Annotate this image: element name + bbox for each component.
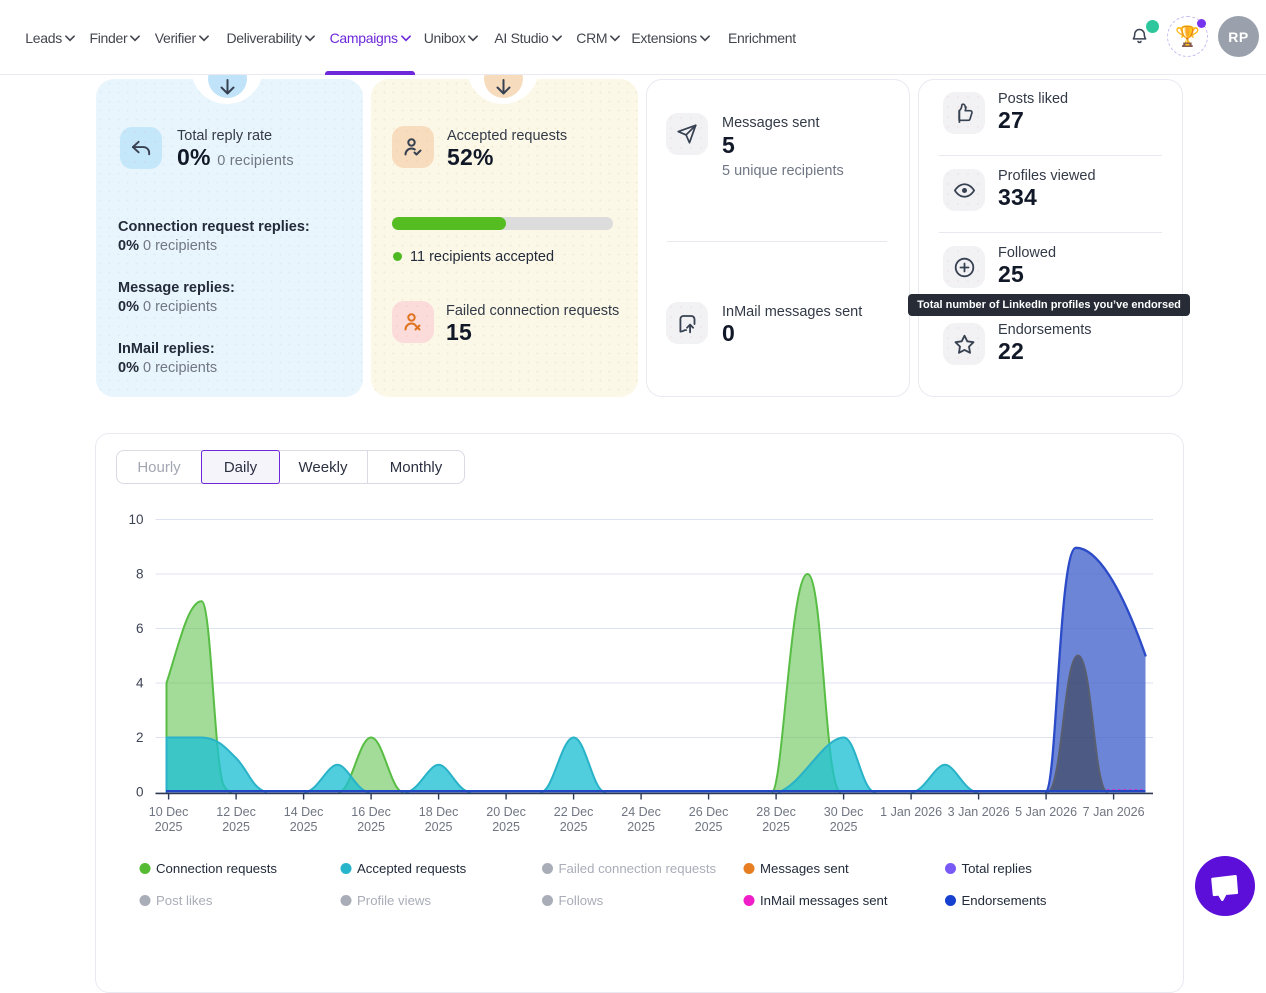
svg-text:10 Dec: 10 Dec [149,805,189,819]
svg-text:Post likes: Post likes [156,893,213,908]
svg-text:6: 6 [136,621,144,636]
svg-text:2025: 2025 [492,820,520,834]
svg-text:2025: 2025 [425,820,453,834]
svg-text:3 Jan 2026: 3 Jan 2026 [948,805,1010,819]
svg-text:2025: 2025 [830,820,858,834]
svg-text:4: 4 [136,676,144,691]
svg-text:2025: 2025 [695,820,723,834]
svg-text:Endorsements: Endorsements [962,893,1047,908]
svg-text:0: 0 [136,785,144,800]
svg-text:2025: 2025 [222,820,250,834]
svg-text:24 Dec: 24 Dec [621,805,661,819]
svg-text:1 Jan 2026: 1 Jan 2026 [880,805,942,819]
svg-text:16 Dec: 16 Dec [351,805,391,819]
svg-text:14 Dec: 14 Dec [284,805,324,819]
svg-text:2025: 2025 [627,820,655,834]
svg-text:8: 8 [136,567,144,582]
svg-text:2025: 2025 [560,820,588,834]
svg-text:Messages sent: Messages sent [760,861,849,876]
svg-text:2025: 2025 [762,820,790,834]
svg-text:30 Dec: 30 Dec [824,805,864,819]
svg-text:10: 10 [128,512,143,527]
svg-text:2: 2 [136,730,144,745]
svg-text:2025: 2025 [290,820,318,834]
svg-text:26 Dec: 26 Dec [689,805,729,819]
svg-text:Accepted requests: Accepted requests [357,861,467,876]
svg-text:18 Dec: 18 Dec [419,805,459,819]
svg-text:22 Dec: 22 Dec [554,805,594,819]
svg-text:Connection requests: Connection requests [156,861,277,876]
svg-text:InMail messages sent: InMail messages sent [760,893,888,908]
svg-text:28 Dec: 28 Dec [756,805,796,819]
svg-text:5 Jan 2026: 5 Jan 2026 [1015,805,1077,819]
svg-text:Follows: Follows [559,893,604,908]
svg-text:Total replies: Total replies [962,861,1033,876]
svg-text:2025: 2025 [155,820,183,834]
svg-text:Profile views: Profile views [357,893,431,908]
svg-text:Failed connection requests: Failed connection requests [559,861,717,876]
svg-text:7 Jan 2026: 7 Jan 2026 [1083,805,1145,819]
svg-text:2025: 2025 [357,820,385,834]
svg-text:12 Dec: 12 Dec [216,805,256,819]
svg-text:20 Dec: 20 Dec [486,805,526,819]
